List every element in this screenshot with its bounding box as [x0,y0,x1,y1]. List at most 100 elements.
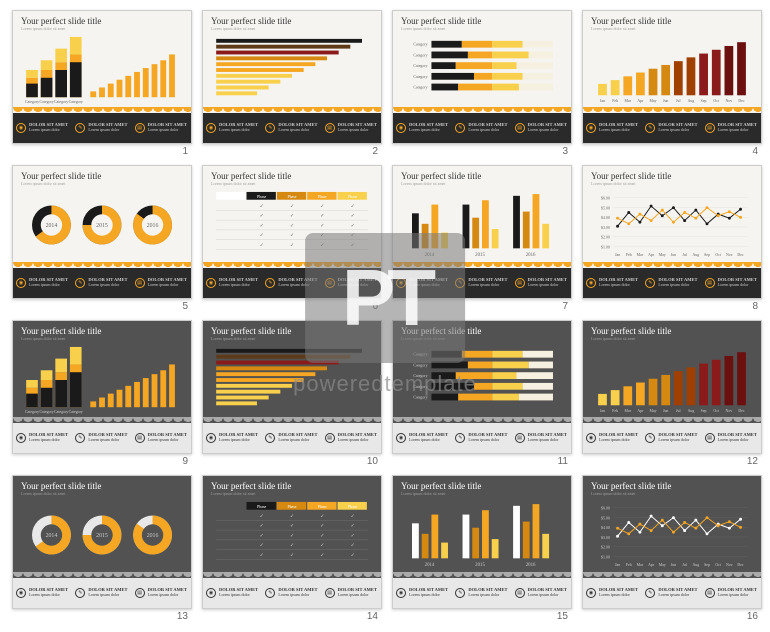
slide-title: Your perfect slide title [583,166,761,181]
footer-text: DOLOR SIT AMETLorem ipsum dolor [718,123,757,132]
footer-col: ▤ DOLOR SIT AMETLorem ipsum dolor [702,578,761,608]
svg-text:Mar: Mar [625,99,632,103]
chart-area: PhasePhasePhasePhase✓✓✓✓✓✓✓✓✓✓✓✓✓✓✓✓✓✓✓✓ [211,190,373,260]
chart-area: CategoryCategoryCategoryCategoryCategory [401,35,563,105]
chart-area: $6.00$5.00$4.00$3.00$2.00$1.00JanFebMarA… [591,500,753,570]
footer-col: ◉ DOLOR SIT AMETLorem ipsum dolor [583,423,642,453]
svg-text:2015: 2015 [96,533,108,539]
slide-title: Your perfect slide title [13,321,191,336]
svg-text:Sep: Sep [701,99,707,103]
svg-text:$1.00: $1.00 [601,555,610,559]
footer-col: ✎ DOLOR SIT AMETLorem ipsum dolor [262,268,321,298]
slide-thumbnail[interactable]: Your perfect slide title Lorem ipsum dol… [392,10,572,144]
svg-text:✓: ✓ [290,533,294,539]
slide-thumbnail[interactable]: Your perfect slide title Lorem ipsum dol… [12,165,192,299]
chart-area: CategoryCategoryCategoryCategory [21,35,183,105]
svg-text:Oct: Oct [715,253,722,257]
svg-text:$5.00: $5.00 [601,206,610,210]
slide-footer: ◉ DOLOR SIT AMETLorem ipsum dolor ✎ DOLO… [203,268,381,298]
slide-thumbnail[interactable]: Your perfect slide title Lorem ipsum dol… [12,10,192,144]
svg-text:✓: ✓ [290,233,294,239]
slide-thumbnail[interactable]: Your perfect slide title Lorem ipsum dol… [12,320,192,454]
slide-thumbnail[interactable]: Your perfect slide title Lorem ipsum dol… [582,320,762,454]
svg-text:Category: Category [413,353,427,357]
slide-subtitle: Lorem ipsum dolor sit amet [583,336,761,341]
svg-text:2015: 2015 [475,563,485,568]
slide-cell: Your perfect slide title Lorem ipsum dol… [12,10,192,157]
svg-text:✓: ✓ [260,223,264,229]
slide-subtitle: Lorem ipsum dolor sit amet [583,491,761,496]
footer-icon: ◉ [206,123,216,133]
svg-text:✓: ✓ [260,552,264,558]
slide-thumbnail[interactable]: Your perfect slide title Lorem ipsum dol… [202,10,382,144]
footer-col: ✎ DOLOR SIT AMETLorem ipsum dolor [642,113,701,143]
chart-svg: 201420152016 [21,500,183,570]
footer-icon: ✎ [265,123,275,133]
slide-thumbnail[interactable]: Your perfect slide title Lorem ipsum dol… [582,475,762,609]
slide-thumbnail[interactable]: Your perfect slide title Lorem ipsum dol… [582,10,762,144]
svg-text:Apr: Apr [648,563,655,567]
footer-icon: ◉ [586,588,596,598]
slide-thumbnail[interactable]: Your perfect slide title Lorem ipsum dol… [202,320,382,454]
slide-footer: ◉ DOLOR SIT AMETLorem ipsum dolor ✎ DOLO… [393,268,571,298]
svg-text:Phase: Phase [318,505,327,509]
slide-cell: Your perfect slide title Lorem ipsum dol… [392,475,572,622]
footer-col: ✎ DOLOR SIT AMETLorem ipsum dolor [262,578,321,608]
slide-thumbnail[interactable]: Your perfect slide title Lorem ipsum dol… [12,475,192,609]
slide-cell: Your perfect slide title Lorem ipsum dol… [582,475,762,622]
slide-thumbnail[interactable]: Your perfect slide title Lorem ipsum dol… [202,475,382,609]
svg-text:Category: Category [413,374,427,378]
footer-col: ▤ DOLOR SIT AMETLorem ipsum dolor [702,113,761,143]
slide-thumbnail[interactable]: Your perfect slide title Lorem ipsum dol… [582,165,762,299]
slide-cell: Your perfect slide title Lorem ipsum dol… [392,320,572,467]
svg-text:Oct: Oct [713,99,720,103]
chart-svg: 201420152016 [401,500,563,570]
footer-col: ◉ DOLOR SIT AMETLorem ipsum dolor [203,423,262,453]
slide-subtitle: Lorem ipsum dolor sit amet [203,181,381,186]
svg-text:Jan: Jan [600,99,605,103]
svg-text:Aug: Aug [692,563,699,567]
svg-text:$4.00: $4.00 [601,526,610,530]
footer-text: DOLOR SIT AMETLorem ipsum dolor [88,278,127,287]
svg-text:Mar: Mar [637,563,644,567]
slide-number: 8 [752,301,762,312]
footer-text: DOLOR SIT AMETLorem ipsum dolor [278,588,317,597]
footer-col: ▤ DOLOR SIT AMETLorem ipsum dolor [702,423,761,453]
slide-thumbnail[interactable]: Your perfect slide title Lorem ipsum dol… [392,475,572,609]
chart-area: $6.00$5.00$4.00$3.00$2.00$1.00JanFebMarA… [591,190,753,260]
svg-text:Nov: Nov [726,409,733,413]
footer-col: ▤ DOLOR SIT AMETLorem ipsum dolor [132,578,191,608]
slide-thumbnail[interactable]: Your perfect slide title Lorem ipsum dol… [392,320,572,454]
svg-text:Sep: Sep [701,409,707,413]
footer-icon: ◉ [206,278,216,288]
svg-text:Phase: Phase [257,505,266,509]
svg-text:✓: ✓ [260,514,264,520]
footer-icon: ✎ [645,433,655,443]
footer-text: DOLOR SIT AMETLorem ipsum dolor [338,278,377,287]
svg-text:✓: ✓ [260,533,264,539]
svg-text:Aug: Aug [692,253,699,257]
footer-icon: ✎ [455,123,465,133]
svg-text:✓: ✓ [351,523,355,529]
chart-svg: $6.00$5.00$4.00$3.00$2.00$1.00JanFebMarA… [591,500,753,570]
svg-text:Category: Category [413,64,427,68]
chart-area: CategoryCategoryCategoryCategoryCategory [401,345,563,415]
footer-icon: ✎ [645,588,655,598]
svg-text:✓: ✓ [351,233,355,239]
slide-thumbnail[interactable]: Your perfect slide title Lorem ipsum dol… [202,165,382,299]
footer-col: ✎ DOLOR SIT AMETLorem ipsum dolor [452,113,511,143]
slide-footer: ◉ DOLOR SIT AMETLorem ipsum dolor ✎ DOLO… [583,423,761,453]
svg-text:Nov: Nov [726,253,733,257]
footer-icon: ◉ [396,123,406,133]
footer-icon: ▤ [705,433,715,443]
footer-text: DOLOR SIT AMETLorem ipsum dolor [219,278,258,287]
footer-col: ▤ DOLOR SIT AMETLorem ipsum dolor [132,423,191,453]
footer-icon: ▤ [135,123,145,133]
footer-col: ◉ DOLOR SIT AMETLorem ipsum dolor [393,113,452,143]
svg-text:✓: ✓ [290,223,294,229]
svg-text:$2.00: $2.00 [601,236,610,240]
footer-col: ▤ DOLOR SIT AMETLorem ipsum dolor [512,113,571,143]
slide-thumbnail[interactable]: Your perfect slide title Lorem ipsum dol… [392,165,572,299]
svg-text:✓: ✓ [320,213,324,219]
slide-cell: Your perfect slide title Lorem ipsum dol… [202,165,382,312]
